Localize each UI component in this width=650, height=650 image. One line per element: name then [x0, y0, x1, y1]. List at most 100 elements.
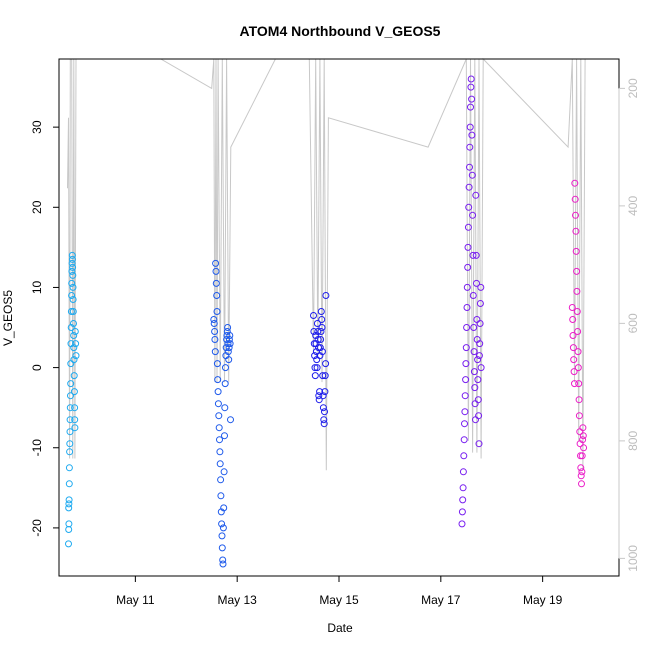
data-point	[219, 556, 227, 564]
data-point	[215, 412, 223, 420]
data-point	[216, 448, 224, 456]
data-point	[222, 344, 230, 352]
data-point	[472, 416, 479, 424]
data-point	[313, 320, 321, 327]
data-point	[572, 227, 580, 235]
data-point	[462, 344, 470, 352]
data-point	[222, 364, 229, 372]
data-point	[476, 340, 484, 348]
data-point	[69, 296, 77, 303]
data-point	[225, 344, 233, 352]
data-point	[220, 504, 228, 512]
data-point	[65, 464, 73, 472]
data-point	[578, 480, 585, 488]
data-point	[474, 376, 482, 384]
data-point	[71, 404, 79, 412]
data-point	[472, 191, 480, 199]
data-point	[461, 420, 468, 428]
y-tick-label: 10	[30, 280, 44, 294]
data-point	[68, 292, 76, 299]
data-point	[65, 496, 73, 504]
data-point	[210, 320, 218, 327]
data-point	[70, 332, 78, 339]
data-point	[67, 308, 75, 315]
data-point	[317, 336, 325, 343]
data-point	[216, 436, 223, 444]
y-tick-label: 30	[30, 120, 44, 134]
data-point	[69, 263, 77, 271]
data-point	[469, 211, 477, 219]
data-point	[214, 376, 222, 384]
data-point	[213, 308, 221, 315]
data-point	[68, 255, 76, 263]
data-point	[573, 308, 581, 315]
data-point	[218, 532, 226, 540]
data-point	[475, 412, 483, 420]
data-point	[463, 304, 471, 311]
data-point	[467, 103, 474, 111]
data-point	[577, 464, 585, 472]
data-point	[71, 328, 79, 335]
data-point	[470, 368, 478, 376]
data-point	[462, 376, 470, 384]
data-point	[65, 540, 72, 548]
y-tick-label: 20	[30, 200, 44, 214]
data-point	[68, 251, 76, 259]
data-point	[219, 560, 227, 568]
data-point	[579, 432, 587, 440]
y-tick-label: -10	[30, 439, 44, 457]
data-point	[469, 251, 477, 259]
data-point	[211, 336, 219, 343]
data-point	[65, 520, 73, 528]
data-point	[318, 348, 326, 356]
data-point	[72, 352, 80, 360]
data-point	[224, 340, 232, 348]
data-point	[580, 444, 588, 452]
data-point	[322, 292, 330, 299]
data-point	[72, 340, 80, 348]
data-point	[465, 183, 473, 191]
data-point	[221, 432, 228, 440]
data-point	[319, 372, 327, 380]
y2-tick-label: 200	[626, 78, 640, 98]
data-point	[319, 392, 327, 400]
data-point	[466, 123, 474, 131]
data-point	[218, 520, 226, 528]
data-point	[573, 267, 581, 275]
data-point	[71, 424, 79, 432]
data-point	[70, 356, 78, 364]
data-point	[212, 279, 220, 287]
chart-title: ATOM4 Northbound V_GEOS5	[240, 23, 441, 39]
data-point	[70, 388, 78, 396]
data-point	[470, 348, 478, 356]
data-point	[459, 484, 467, 492]
plot-frame	[58, 58, 620, 577]
data-point	[65, 526, 73, 533]
data-point	[220, 468, 228, 476]
x-axis: May 11 May 13 May 15 May 17 May 19	[116, 576, 563, 607]
data-point	[570, 356, 578, 364]
data-point	[568, 304, 576, 311]
data-point	[572, 211, 579, 219]
data-point	[473, 316, 481, 323]
data-point	[227, 416, 234, 424]
data-point	[225, 356, 233, 364]
series-4	[458, 75, 485, 528]
data-point	[461, 392, 469, 400]
data-point	[69, 283, 77, 291]
data-point	[66, 448, 74, 456]
data-point	[214, 388, 222, 396]
data-point	[476, 320, 484, 327]
data-point	[466, 163, 473, 171]
data-point	[571, 179, 579, 187]
data-point	[470, 324, 478, 331]
data-point	[216, 460, 224, 468]
data-point	[318, 316, 326, 323]
data-point	[459, 496, 467, 504]
data-point	[311, 352, 319, 360]
data-point	[317, 328, 325, 335]
data-point	[320, 416, 328, 424]
data-point	[475, 440, 483, 448]
data-point	[460, 452, 468, 460]
